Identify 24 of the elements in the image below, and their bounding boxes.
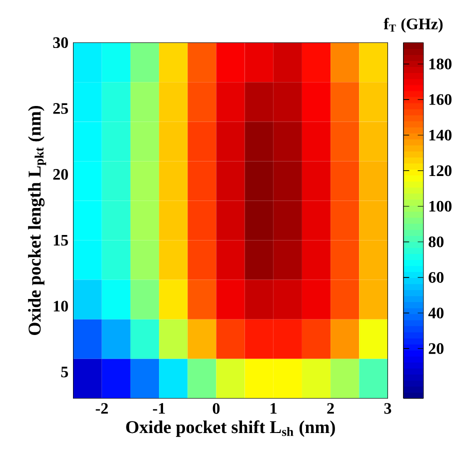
color-bar-label: 180 <box>429 58 452 70</box>
y-tick-label: 5 <box>61 366 68 378</box>
x-tick-label: -2 <box>96 403 108 414</box>
x-tick-label: 3 <box>384 403 392 414</box>
color-bar-label: 100 <box>429 201 452 212</box>
x-tick-label: 0 <box>212 403 220 414</box>
color-bar-label: 20 <box>428 343 444 354</box>
y-tick-label: 20 <box>53 169 68 180</box>
y-tick-label: 25 <box>53 103 68 114</box>
color-bar-label: 120 <box>429 165 452 176</box>
y-tick-label: 10 <box>54 300 68 312</box>
color-bar-label: 40 <box>428 308 444 319</box>
x-tick-label: 1 <box>270 403 277 414</box>
color-bar-title: f$_{T}$ (GHz) <box>384 18 443 33</box>
y-tick-label: 15 <box>54 235 68 246</box>
x-tick-label: 2 <box>327 403 334 414</box>
color-bar-label: 140 <box>429 130 452 141</box>
color-bar-label: 60 <box>428 272 444 283</box>
y-tick-label: 30 <box>53 37 68 48</box>
y-axis-title: Oxide pocket length L$_{pkt}$ (nm) <box>28 106 46 336</box>
x-tick-label: -1 <box>152 403 165 414</box>
color-bar-label: 80 <box>428 236 444 248</box>
x-axis-title: Oxide pocket shift L$_{sh}$ (nm) <box>126 420 335 438</box>
color-bar-label: 160 <box>429 94 452 106</box>
